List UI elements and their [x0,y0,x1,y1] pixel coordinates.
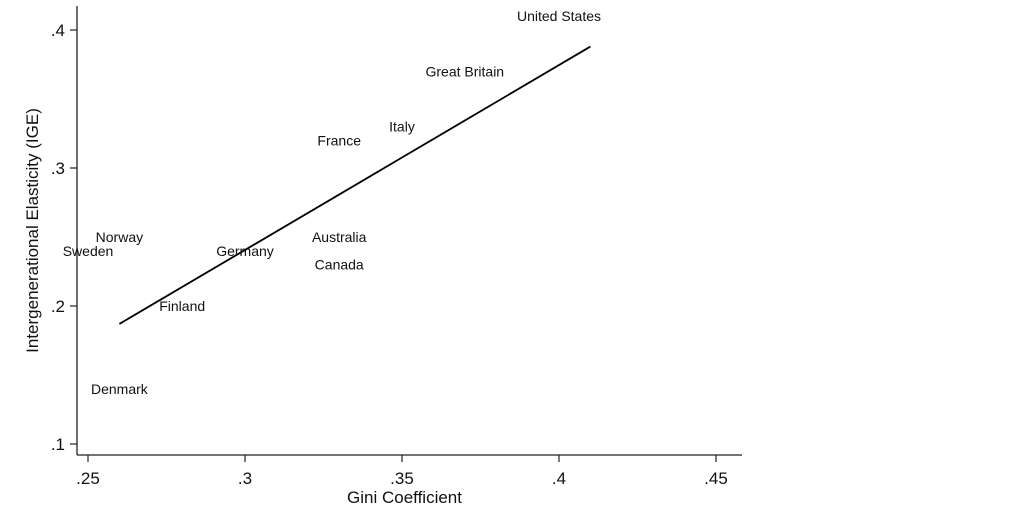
point-label: United States [517,8,601,24]
point-label: Denmark [91,381,149,397]
y-tick-label: .1 [51,435,65,454]
point-label: Sweden [63,243,114,259]
point-label: Great Britain [426,63,505,79]
x-axis-ticks: .25 .3 .35 .4 .45 [76,455,728,488]
y-axis-label: Intergenerational Elasticity (IGE) [23,108,42,353]
x-tick-label: .45 [704,469,728,488]
x-tick-label: .25 [76,469,100,488]
y-tick-label: .2 [51,297,65,316]
point-label: Finland [159,298,205,314]
point-label: Australia [312,229,367,245]
y-tick-label: .4 [51,21,65,40]
point-label: Italy [389,119,415,135]
data-points: United States Great Britain Italy France Nor… [63,8,601,397]
fitted-line [118,45,591,325]
point-label: France [317,132,361,148]
x-tick-label: .4 [552,469,566,488]
x-tick-label: .35 [390,469,414,488]
x-tick-label: .3 [238,469,252,488]
y-axis-ticks: .1 .2 .3 .4 [51,21,77,454]
y-tick-label: .3 [51,159,65,178]
point-label: Norway [96,229,143,245]
point-label: Germany [216,243,274,259]
axes [76,6,742,456]
point-label: Canada [315,257,364,273]
x-axis-label: Gini Coefficient [347,488,462,507]
